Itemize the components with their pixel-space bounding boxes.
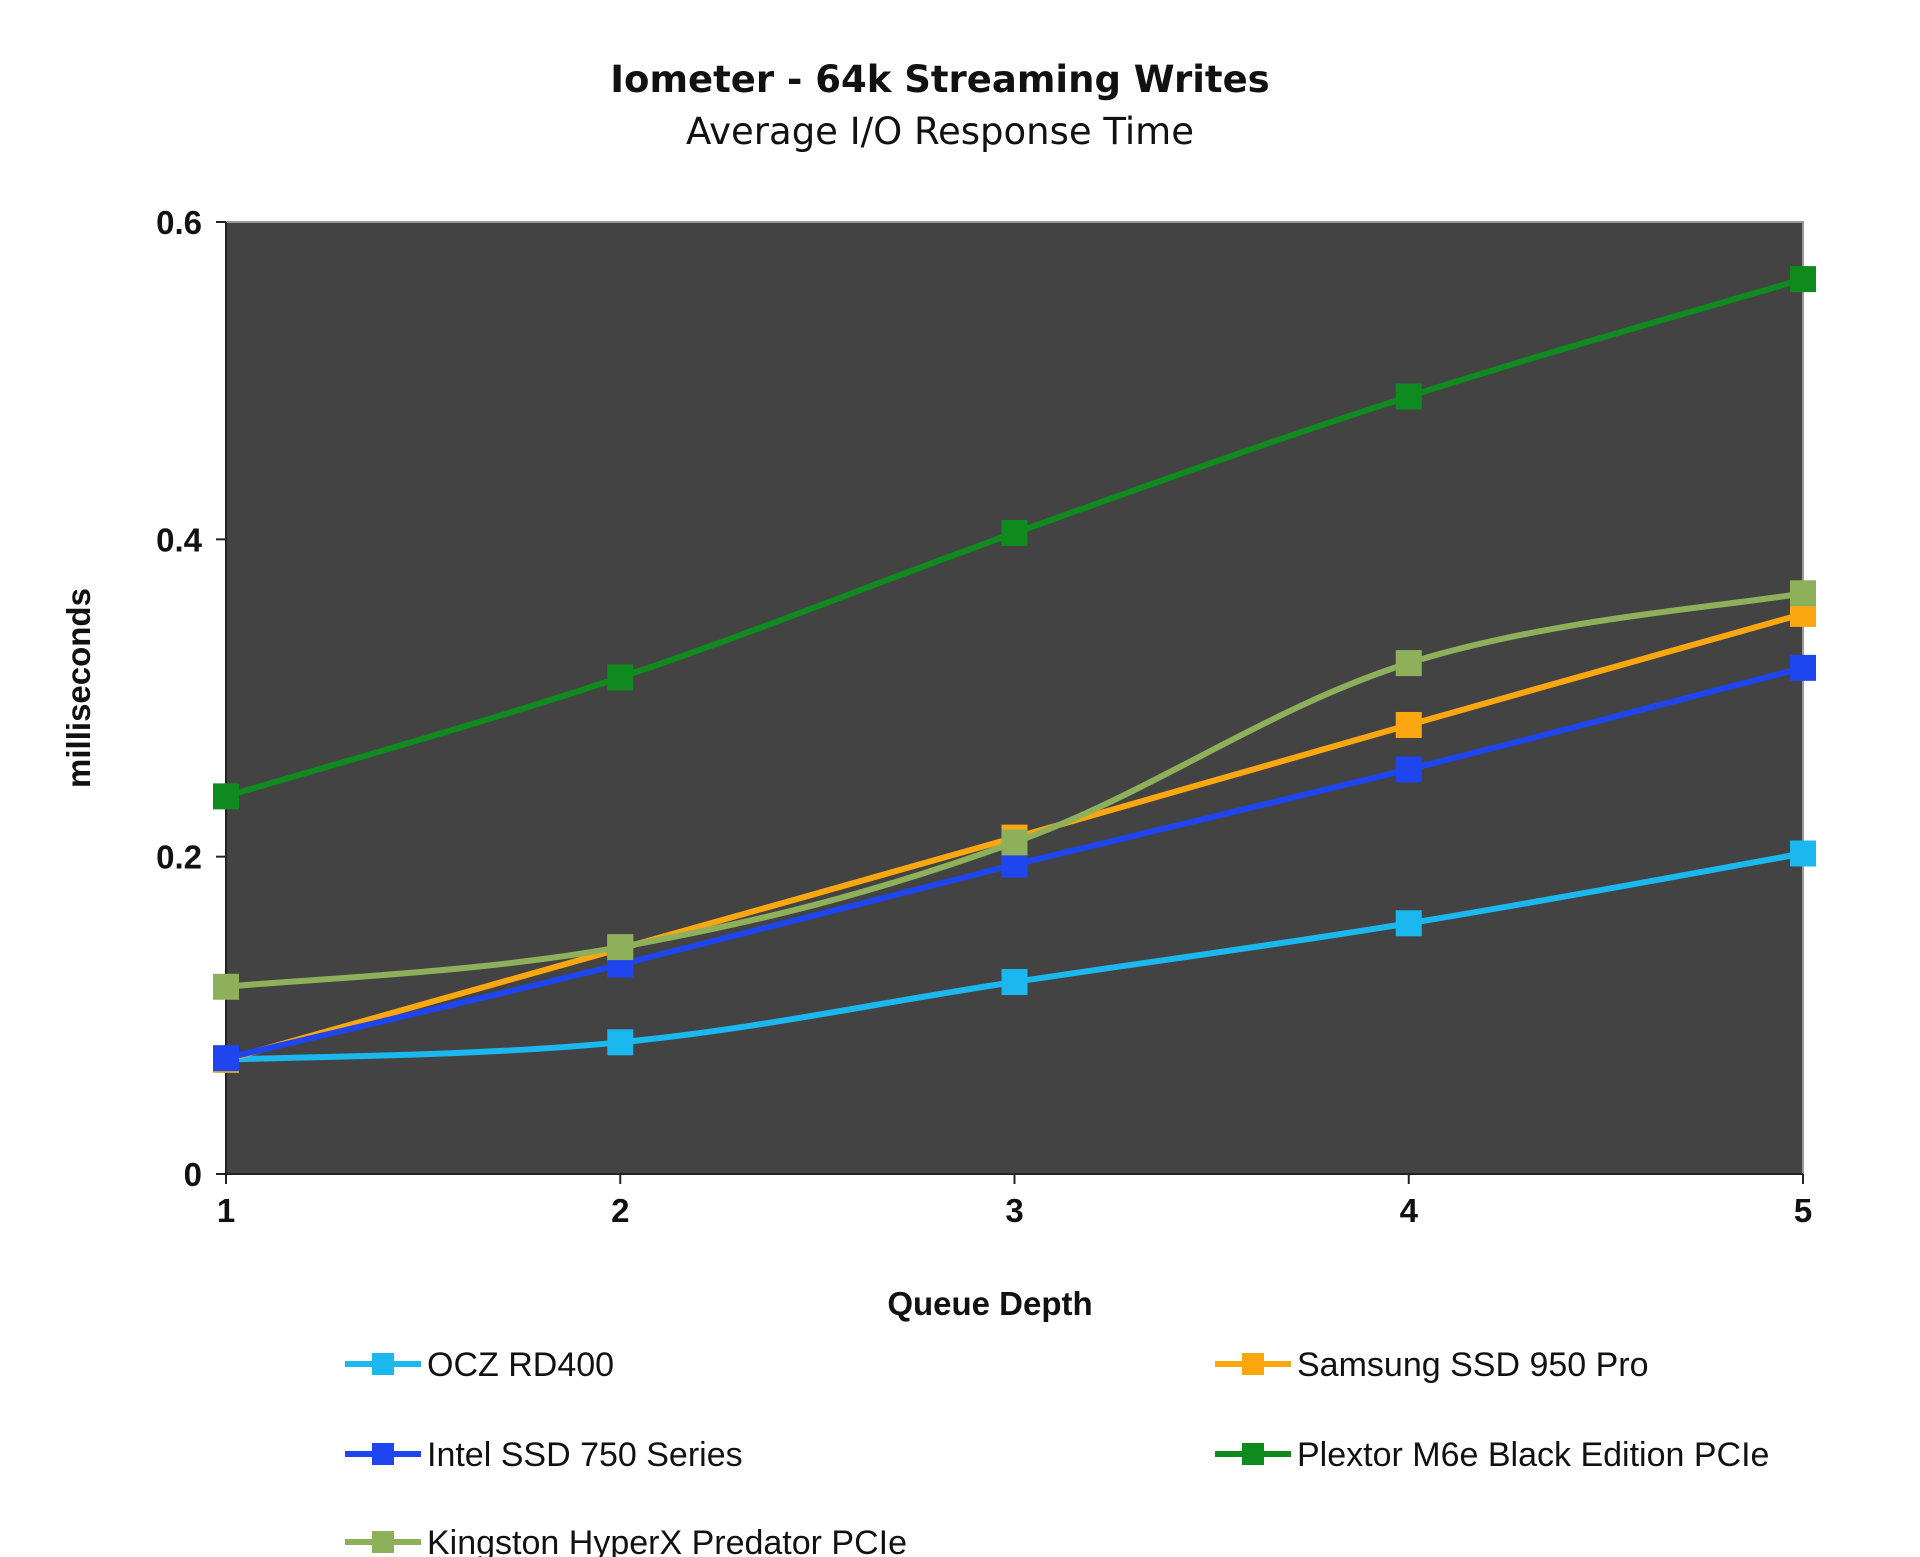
legend-swatch-marker xyxy=(372,1353,394,1375)
data-point xyxy=(1790,580,1816,607)
series-kingston-hyperx-predator-pcie xyxy=(213,580,1816,1000)
data-point xyxy=(1395,910,1422,937)
series-intel-ssd-750-series xyxy=(213,654,1816,1072)
legend-item: Samsung SSD 950 Pro xyxy=(1215,1346,1649,1384)
plot-area xyxy=(225,221,1804,1175)
data-point xyxy=(607,1029,634,1056)
data-point xyxy=(1001,829,1028,856)
data-point xyxy=(1395,650,1422,677)
series-plextor-m6e-black-edition-pcie xyxy=(213,266,1816,810)
y-tick-label: 0 xyxy=(184,1156,202,1193)
data-point xyxy=(1395,711,1422,738)
data-point xyxy=(213,1045,239,1072)
legend-label: OCZ RD400 xyxy=(427,1346,614,1384)
legend: OCZ RD400 Samsung SSD 950 Pro Intel SSD 75… xyxy=(345,1346,1769,1557)
data-point xyxy=(607,934,634,961)
legend-label: Intel SSD 750 Series xyxy=(427,1436,743,1474)
legend-item: Plextor M6e Black Edition PCIe xyxy=(1215,1436,1769,1474)
data-point xyxy=(1790,654,1816,681)
y-axis-label: milliseconds xyxy=(60,588,97,788)
data-point xyxy=(1001,969,1028,996)
legend-label: Kingston HyperX Predator PCIe xyxy=(427,1524,907,1557)
legend-swatch-marker xyxy=(1242,1443,1264,1465)
legend-swatch-marker xyxy=(372,1531,394,1553)
data-point xyxy=(1001,519,1028,546)
data-point xyxy=(1790,840,1816,867)
legend-item: Kingston HyperX Predator PCIe xyxy=(345,1524,907,1557)
legend-item: Intel SSD 750 Series xyxy=(345,1436,743,1474)
data-point xyxy=(213,973,239,1000)
data-point xyxy=(1001,851,1028,878)
x-tick-label: 1 xyxy=(217,1192,235,1229)
y-tick-label: 0.2 xyxy=(156,839,202,876)
x-tick-label: 3 xyxy=(1005,1192,1023,1229)
chart-subtitle: Average I/O Response Time xyxy=(686,110,1194,153)
data-point xyxy=(1790,266,1816,293)
x-axis-label: Queue Depth xyxy=(887,1285,1092,1322)
legend-label: Samsung SSD 950 Pro xyxy=(1297,1346,1649,1384)
legend-item: OCZ RD400 xyxy=(345,1346,614,1384)
x-tick-label: 2 xyxy=(611,1192,629,1229)
y-tick-label: 0.4 xyxy=(156,521,203,558)
x-tick-label: 5 xyxy=(1794,1192,1812,1229)
data-point xyxy=(213,783,239,810)
y-tick-label: 0.6 xyxy=(156,204,202,241)
x-tick-label: 4 xyxy=(1400,1192,1419,1229)
legend-label: Plextor M6e Black Edition PCIe xyxy=(1297,1436,1769,1474)
data-point xyxy=(1395,383,1422,410)
data-point xyxy=(607,664,634,691)
data-point xyxy=(1395,756,1422,783)
legend-swatch-marker xyxy=(372,1443,394,1465)
chart-title: Iometer - 64k Streaming Writes xyxy=(610,58,1269,101)
legend-swatch-marker xyxy=(1242,1353,1264,1375)
